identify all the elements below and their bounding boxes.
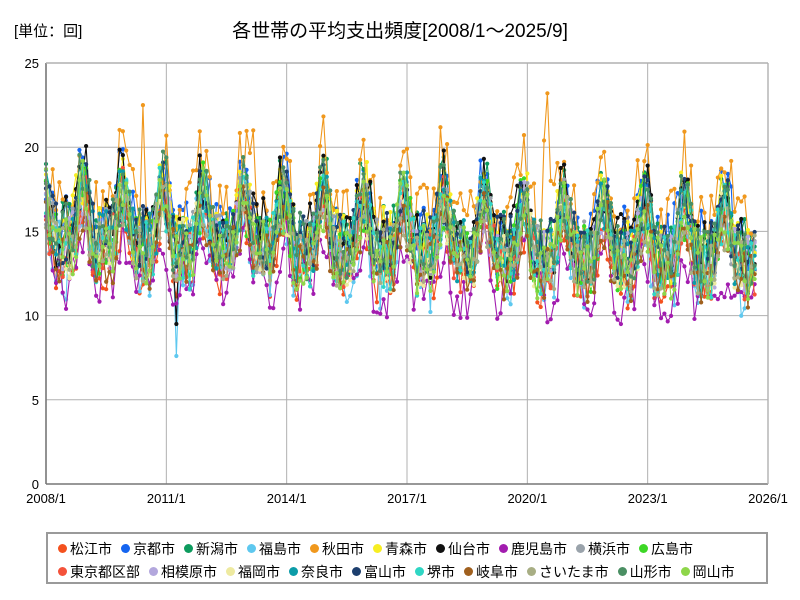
x-tick-label-2008/1: 2008/1 [26, 491, 66, 506]
x-tick-label-2023/1: 2023/1 [628, 491, 668, 506]
series-layer [43, 91, 757, 359]
legend-item-東京都区部[interactable]: 東京都区部 [58, 565, 140, 579]
x-tick-label-2017/1: 2017/1 [387, 491, 427, 506]
legend-label: 福島市 [259, 540, 301, 557]
legend-marker-icon [464, 567, 473, 576]
legend-item-奈良市[interactable]: 奈良市 [289, 565, 343, 579]
legend-label: 奈良市 [301, 563, 343, 580]
legend-item-秋田市[interactable]: 秋田市 [310, 542, 364, 556]
legend-label: 松江市 [70, 540, 112, 557]
legend-item-さいたま市[interactable]: さいたま市 [527, 565, 609, 579]
legend-item-横浜市[interactable]: 横浜市 [576, 542, 630, 556]
legend-marker-icon [415, 567, 424, 576]
chart-title: 各世帯の平均支出頻度[2008/1～2025/9] [232, 21, 568, 42]
legend-label: 相模原市 [161, 563, 217, 580]
legend-marker-icon [149, 567, 158, 576]
legend-marker-icon [680, 567, 690, 576]
legend-label: さいたま市 [539, 563, 609, 580]
legend-item-新潟市[interactable]: 新潟市 [184, 542, 238, 556]
y-tick-label-15: 15 [25, 224, 39, 239]
legend-item-松江市[interactable]: 松江市 [58, 542, 112, 556]
legend-label: 堺市 [427, 563, 455, 580]
legend-marker-icon [352, 567, 361, 576]
legend-label: 秋田市 [322, 540, 364, 557]
legend-item-堺市[interactable]: 堺市 [415, 565, 455, 579]
legend-marker-icon [226, 567, 235, 576]
legend-label: 仙台市 [448, 540, 490, 557]
legend-label: 福岡市 [238, 563, 280, 580]
legend-item-岐阜市[interactable]: 岐阜市 [464, 565, 518, 579]
y-tick-label-20: 20 [25, 140, 39, 155]
x-tick-label-2020/1: 2020/1 [507, 491, 547, 506]
legend-label: 青森市 [385, 540, 427, 557]
legend-marker-icon [617, 567, 627, 576]
legend-label: 新潟市 [196, 540, 238, 557]
legend-marker-icon [121, 544, 130, 553]
legend-row-2: 東京都区部 相模原市 福岡市 奈良市 富山市 堺市 岐阜市 さいたま市 山形市 岡山市 [48, 560, 766, 583]
legend-label: 山形市 [629, 563, 672, 580]
legend-label: 横浜市 [588, 540, 630, 557]
y-tick-label-25: 25 [25, 56, 39, 71]
x-tick-label-2011/1: 2011/1 [147, 491, 186, 506]
legend-label: 東京都区部 [70, 563, 140, 580]
y-tick-label-10: 10 [25, 309, 39, 324]
legend-item-相模原市[interactable]: 相模原市 [149, 565, 217, 579]
legend-marker-icon [289, 567, 298, 576]
legend-marker-icon [247, 544, 256, 553]
legend-item-鹿児島市[interactable]: 鹿児島市 [499, 542, 567, 556]
legend-item-青森市[interactable]: 青森市 [373, 542, 427, 556]
legend-label: 広島市 [651, 540, 693, 557]
legend-label: 鹿児島市 [511, 540, 567, 557]
legend-label: 京都市 [133, 540, 175, 557]
legend-item-福岡市[interactable]: 福岡市 [226, 565, 280, 579]
y-tick-label-5: 5 [32, 393, 39, 408]
legend-marker-icon [639, 544, 648, 553]
legend-label: 岡山市 [692, 563, 735, 580]
unit-label: [単位：回] [14, 23, 83, 40]
legend-marker-icon [436, 544, 445, 553]
x-tick-label-2026/1: 2026/1 [748, 491, 788, 506]
legend-marker-icon [58, 544, 67, 553]
legend-item-岡山市[interactable]: 岡山市 [680, 563, 735, 580]
plot-area: 0 5 10 15 20 25 2008/1 2011/1 2014/1 2017/1 2020/1… [25, 56, 788, 506]
legend-marker-icon [184, 544, 193, 553]
legend-marker-icon [576, 544, 585, 553]
series-markers-岡山市 [43, 158, 757, 302]
legend-item-福島市[interactable]: 福島市 [247, 542, 301, 556]
x-tick-label-2014/1: 2014/1 [267, 491, 307, 506]
legend-marker-icon [310, 544, 319, 553]
legend-marker-icon [499, 544, 508, 553]
legend-marker-icon [527, 567, 536, 576]
legend-row-1: 松江市 京都市 新潟市 福島市 秋田市 青森市 仙台市 鹿児島市 横浜市 広島市 [48, 537, 766, 560]
legend-label: 富山市 [364, 563, 406, 580]
legend: 松江市 京都市 新潟市 福島市 秋田市 青森市 仙台市 鹿児島市 横浜市 広島市 東京都区部 相模原… [46, 532, 768, 584]
legend-item-仙台市[interactable]: 仙台市 [436, 542, 490, 556]
legend-marker-icon [373, 544, 382, 553]
legend-item-富山市[interactable]: 富山市 [352, 565, 406, 579]
chart-svg: 0 5 10 15 20 25 2008/1 2011/1 2014/1 2017/1 2020/1… [25, 56, 788, 506]
y-tick-label-0: 0 [32, 477, 39, 492]
legend-label: 岐阜市 [476, 563, 518, 580]
legend-item-広島市[interactable]: 広島市 [639, 542, 693, 556]
legend-item-京都市[interactable]: 京都市 [121, 542, 175, 556]
legend-marker-icon [58, 567, 67, 576]
legend-item-山形市[interactable]: 山形市 [617, 563, 672, 580]
